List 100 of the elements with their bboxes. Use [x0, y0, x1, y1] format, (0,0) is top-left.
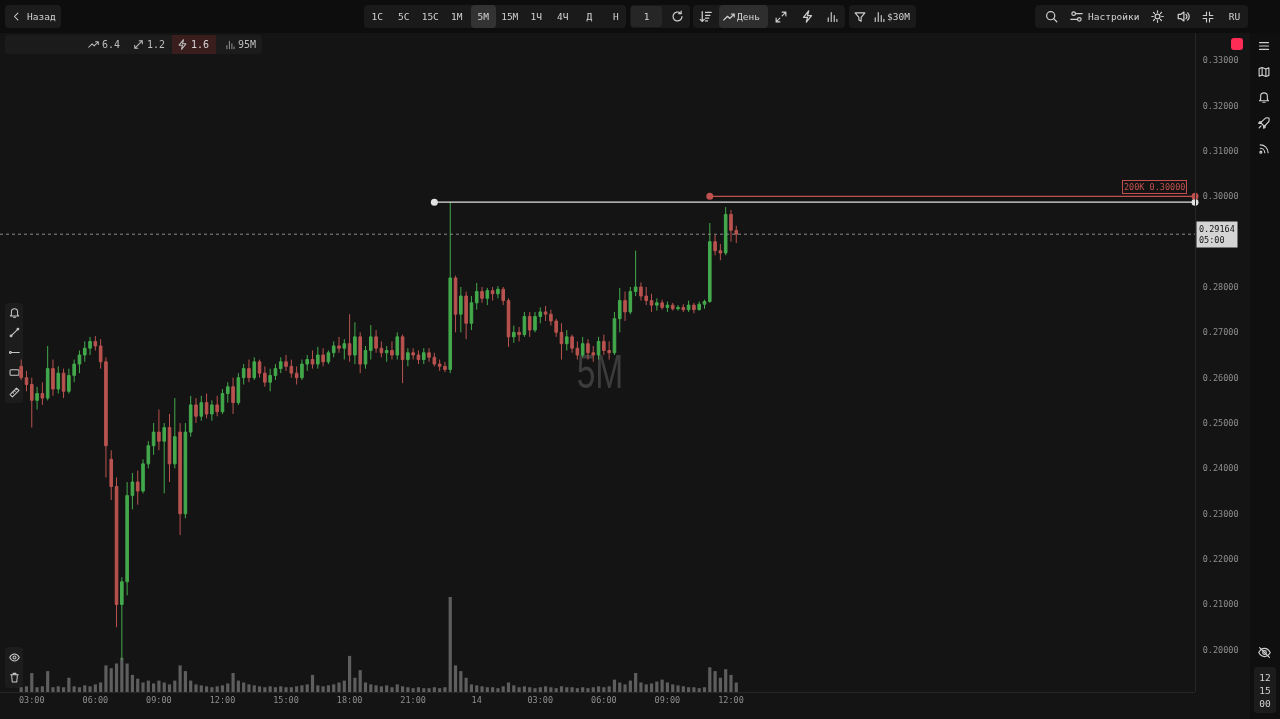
candlestick: [665, 301, 670, 313]
bar: [565, 687, 569, 692]
candlestick: [252, 356, 257, 381]
bar: [24, 686, 29, 692]
bar: [162, 682, 166, 692]
bar: [194, 684, 198, 692]
candlestick: [178, 422, 182, 536]
bar: [199, 685, 203, 692]
candlestick: [358, 331, 362, 374]
bar: [167, 684, 172, 692]
bar: [374, 685, 378, 692]
bar: [554, 688, 558, 692]
bar: [30, 673, 34, 692]
bar: [400, 686, 405, 692]
candlestick: [77, 349, 82, 374]
bar: [358, 670, 362, 692]
text: Д: [586, 10, 593, 23]
candlestick: [686, 300, 691, 313]
bar: [459, 671, 463, 692]
candlestick: [480, 286, 484, 304]
bar: [628, 680, 632, 692]
x-tick-label: 06:00: [591, 695, 617, 706]
x-tick-label: 12:00: [718, 695, 744, 706]
bar: [506, 682, 511, 692]
text: 1М: [451, 10, 463, 23]
bar: [469, 684, 474, 692]
candlestick: [464, 291, 468, 340]
bar: [130, 674, 135, 692]
ref-line-label: 0.29164 05:00: [1199, 224, 1235, 246]
bar: [77, 687, 82, 692]
bar: [61, 687, 66, 692]
bar: [453, 665, 458, 692]
candlestick: [517, 326, 521, 342]
bar: [337, 682, 341, 692]
candlestick: [363, 345, 368, 370]
candlestick: [310, 349, 315, 370]
candlestick: [51, 359, 55, 397]
x-tick-label: 15:00: [273, 695, 299, 706]
candlestick: [390, 340, 394, 361]
bar: [533, 688, 537, 692]
candlestick: [183, 422, 188, 519]
bar: [660, 679, 664, 692]
bar: [273, 687, 278, 692]
candlestick: [496, 285, 500, 299]
bar: [544, 686, 548, 692]
bar: [649, 683, 654, 692]
candlestick: [670, 302, 675, 312]
candlestick: [628, 286, 633, 315]
bar: [51, 687, 55, 692]
x-tick-label: 03:00: [18, 695, 45, 706]
y-tick-label: 0.31000: [1202, 145, 1239, 156]
bar: [734, 682, 738, 692]
annotation: 1.2: [147, 38, 166, 51]
bar: [411, 688, 415, 692]
candlestick: [321, 347, 325, 367]
candlestick: [151, 422, 156, 456]
candlestick: [564, 329, 569, 351]
bar: [353, 677, 357, 692]
candlestick: [485, 287, 490, 306]
candlestick: [215, 395, 219, 417]
text: 1С: [371, 10, 383, 23]
candlestick: [326, 349, 331, 365]
bar: [713, 671, 717, 692]
bar: [448, 597, 452, 692]
bar: [422, 688, 426, 692]
bar: [708, 667, 712, 692]
candlestick: [194, 397, 198, 424]
candlestick: [416, 349, 421, 365]
candlestick: [692, 302, 696, 314]
bar: [300, 685, 304, 692]
y-tick-label: 0.26000: [1202, 372, 1239, 383]
y-tick-label: 0.27000: [1202, 327, 1239, 338]
bar: [35, 687, 39, 692]
bar: [348, 655, 352, 692]
bar: [146, 680, 150, 692]
candlestick: [421, 347, 426, 365]
candlestick: [337, 336, 341, 354]
bar: [406, 687, 410, 692]
bar: [581, 687, 585, 692]
bar: [501, 686, 505, 692]
bar: [432, 687, 436, 692]
candlestick: [236, 372, 241, 406]
bar: [623, 684, 627, 692]
bar: [204, 686, 209, 692]
bar: [496, 688, 500, 692]
candlestick: [406, 347, 410, 367]
bar: [257, 686, 262, 692]
bar: [443, 687, 447, 692]
candlestick: [681, 303, 686, 313]
candlestick: [395, 331, 400, 361]
candlestick: [697, 301, 701, 312]
candlestick: [368, 324, 373, 361]
bar: [46, 671, 50, 692]
candlestick: [469, 295, 474, 331]
bar: [416, 687, 421, 692]
bar: [93, 684, 97, 692]
bar: [438, 688, 442, 692]
x-tick-label: 14: [471, 695, 482, 706]
candlestick: [527, 311, 532, 338]
x-tick-label: 06:00: [82, 695, 109, 706]
